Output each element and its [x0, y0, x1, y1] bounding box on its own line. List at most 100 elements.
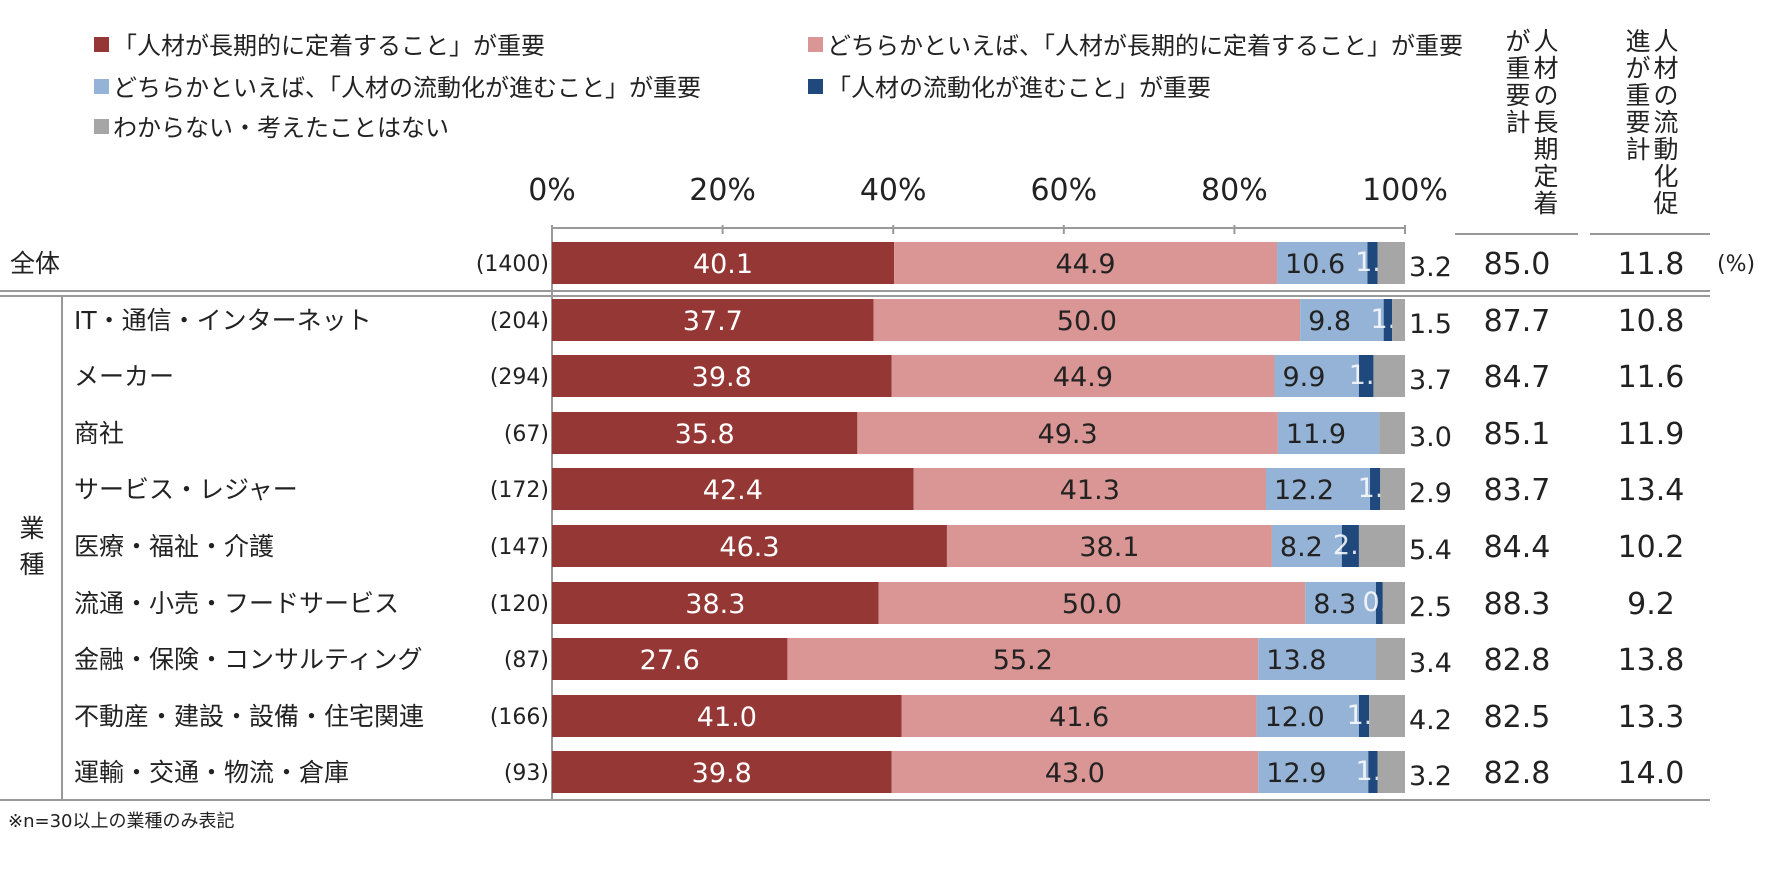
bar-segment — [1305, 582, 1376, 624]
bar-value-label: 8.3 — [1313, 589, 1356, 620]
sample-size-label: (294) — [490, 365, 549, 390]
legend-label: 「人材の流動化が進むこと」が重要 — [827, 74, 1211, 102]
bar-value-label: 10.6 — [1285, 249, 1345, 280]
bar-segment — [1377, 242, 1405, 284]
bar-segment — [552, 751, 892, 793]
bar-segment — [1373, 355, 1405, 397]
bar-segment — [891, 355, 1275, 397]
sample-size-label: (120) — [490, 592, 549, 617]
bar-value-label: 8.2 — [1280, 532, 1323, 563]
legend-swatch — [94, 119, 109, 134]
bar-segment — [1258, 638, 1376, 680]
summary-value: 85.0 — [1484, 247, 1551, 282]
x-tick-label: 60% — [1030, 173, 1097, 208]
summary-value: 11.9 — [1618, 417, 1685, 452]
summary-value: 14.0 — [1618, 756, 1685, 791]
summary-value: 84.7 — [1484, 360, 1551, 395]
bar-segment — [913, 468, 1266, 510]
bar-value-label: 9.9 — [1282, 362, 1325, 393]
bar-value-label: 37.7 — [683, 306, 743, 337]
bar-segment — [552, 242, 895, 284]
bar-segment — [1277, 242, 1368, 284]
bar-segment — [1375, 638, 1405, 680]
bar-value-label: 27.6 — [640, 645, 700, 676]
bar-value-label: 3.2 — [1409, 761, 1452, 792]
bar-segment — [1383, 299, 1393, 341]
bar-value-label: 1.0 — [1370, 304, 1413, 335]
bar-segment — [1368, 751, 1378, 793]
category-label: 流通・小売・フードサービス — [74, 589, 399, 618]
summary-column-header-char: 重 — [1505, 54, 1530, 83]
bar-value-label: 49.3 — [1038, 419, 1098, 450]
bar-segment — [1258, 751, 1369, 793]
bar-value-label: 41.0 — [697, 702, 757, 733]
x-tick-label: 20% — [689, 173, 756, 208]
bar-segment — [1369, 695, 1405, 737]
bar-segment — [901, 695, 1257, 737]
bar-segment — [552, 638, 788, 680]
bar-value-label: 50.0 — [1057, 306, 1117, 337]
category-label: 不動産・建設・設備・住宅関連 — [74, 702, 424, 731]
bar-value-label: 38.3 — [685, 589, 745, 620]
bar-segment — [873, 299, 1301, 341]
x-tick-label: 100% — [1362, 173, 1448, 208]
summary-column-header-char: 人 — [1653, 27, 1678, 56]
bar-value-label: 38.1 — [1079, 532, 1139, 563]
footnote: ※n=30以上の業種のみ表記 — [8, 811, 234, 832]
bar-value-label: 41.3 — [1060, 475, 1120, 506]
unit-label: (%) — [1717, 252, 1755, 277]
summary-value: 88.3 — [1484, 587, 1551, 622]
bar-segment — [1277, 412, 1380, 454]
category-label: 金融・保険・コンサルティング — [74, 645, 423, 674]
bar-segment — [552, 695, 902, 737]
bar-segment — [552, 582, 879, 624]
summary-value: 9.2 — [1627, 587, 1675, 622]
bar-value-label: 4.2 — [1409, 705, 1452, 736]
bar-value-label: 50.0 — [1062, 589, 1122, 620]
bar-value-label: 3.0 — [1409, 422, 1452, 453]
bar-segment — [1379, 412, 1405, 454]
bar-value-label: 11.9 — [1286, 419, 1346, 450]
bar-segment — [1341, 525, 1359, 567]
bar-segment — [1392, 299, 1405, 341]
sample-size-label: (93) — [504, 761, 549, 786]
bar-segment — [1367, 242, 1378, 284]
legend-label: 「人材が長期的に定着すること」が重要 — [113, 32, 545, 60]
bar-segment — [1375, 582, 1383, 624]
bar-value-label: 12.2 — [1274, 475, 1334, 506]
sample-size-label: (204) — [490, 309, 549, 334]
summary-column-header-char: 計 — [1505, 108, 1530, 137]
summary-value: 10.8 — [1618, 304, 1685, 339]
bar-segment — [946, 525, 1272, 567]
summary-column-header-char: 定 — [1533, 162, 1558, 191]
bar-segment — [1370, 468, 1381, 510]
bar-value-label: 13.8 — [1266, 645, 1326, 676]
summary-column-header-char: の — [1533, 81, 1558, 110]
summary-column-header-char: 重 — [1625, 81, 1650, 110]
group-label-char: 種 — [19, 550, 44, 579]
summary-column-header-char: が — [1505, 27, 1530, 56]
bar-value-label: 42.4 — [703, 475, 763, 506]
summary-column-header-char: 材 — [1533, 54, 1558, 83]
summary-value: 83.7 — [1484, 473, 1551, 508]
category-label: IT・通信・インターネット — [74, 306, 372, 335]
summary-value: 82.8 — [1484, 643, 1551, 678]
summary-column-header-char: 人 — [1533, 27, 1558, 56]
bar-value-label: 2.9 — [1409, 478, 1452, 509]
bar-value-label: 3.4 — [1409, 648, 1452, 679]
bar-segment — [552, 412, 858, 454]
bar-value-label: 39.8 — [692, 758, 752, 789]
bar-segment — [787, 638, 1259, 680]
summary-column-header-char: 促 — [1653, 189, 1678, 218]
summary-column-header-char: が — [1625, 54, 1650, 83]
bar-value-label: 40.1 — [693, 249, 753, 280]
summary-column-header-char: 材 — [1653, 54, 1678, 83]
bar-value-label: 46.3 — [719, 532, 779, 563]
legend-swatch — [94, 37, 109, 52]
bar-segment — [1358, 525, 1405, 567]
summary-value: 13.4 — [1618, 473, 1685, 508]
bar-segment — [1271, 525, 1342, 567]
bar-value-label: 44.9 — [1053, 362, 1113, 393]
summary-value: 11.6 — [1618, 360, 1685, 395]
